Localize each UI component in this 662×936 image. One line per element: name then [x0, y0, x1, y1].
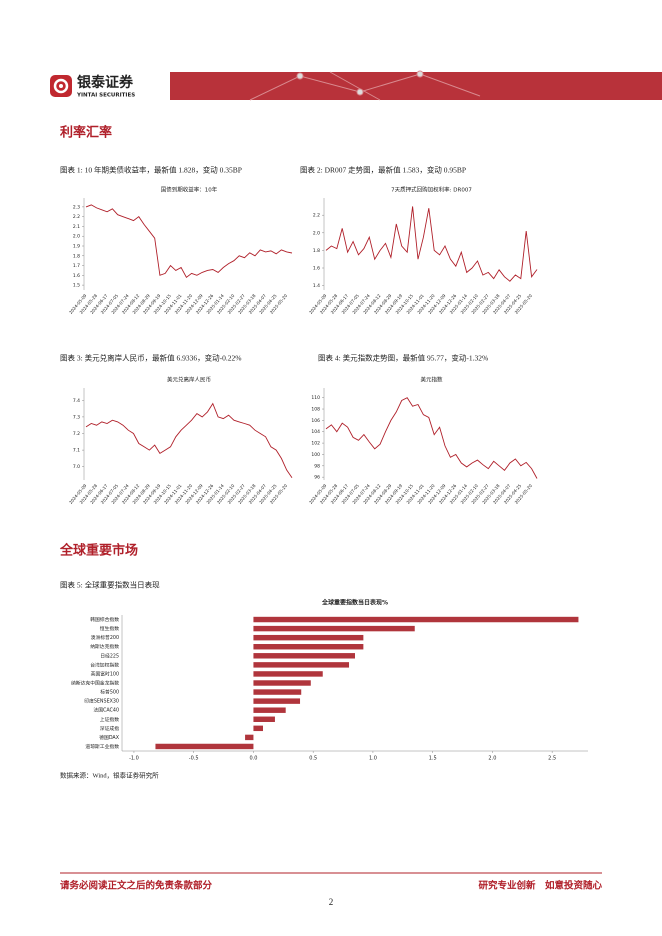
section-title: 利率汇率: [60, 125, 112, 141]
y-tick-label: 7.3: [73, 414, 80, 420]
y-tick-label: 98: [314, 463, 320, 469]
caption: 图表 5: 全球重要指数当日表现: [60, 580, 160, 590]
x-tick-label: -0.5: [189, 756, 199, 762]
y-tick-label: 2.0: [73, 234, 80, 240]
y-tick-label: 100: [311, 452, 320, 458]
y-tick-label: 2.2: [313, 213, 320, 219]
y-tick-label: 106: [311, 418, 320, 424]
banner-pattern: [249, 70, 481, 101]
caption: 图表 2: DR007 走势图，最新值 1.583，变动 0.95BP: [300, 165, 466, 175]
chart-title: 国债到期收益率：10年: [161, 186, 218, 194]
y-tick-label: 7.1: [73, 448, 80, 454]
x-tick-label: 1.5: [429, 756, 437, 762]
category-label: 印度SENSEX30: [84, 698, 119, 705]
category-label: 深证成指: [100, 725, 119, 732]
y-tick-label: 108: [311, 407, 320, 413]
logo-subtext: YINTAI SECURITIES: [76, 93, 135, 99]
x-tick-label: 0.0: [249, 756, 257, 762]
y-tick-label: 2.0: [313, 230, 320, 236]
line-series: [85, 204, 293, 278]
y-tick-label: 1.9: [73, 244, 80, 250]
category-label: 道琼斯工业指数: [85, 743, 119, 750]
y-tick-label: 2.1: [73, 224, 80, 230]
y-tick-label: 1.5: [73, 283, 80, 289]
chart-title: 美元兑离岸人民币: [167, 376, 212, 384]
caption: 图表 4: 美元指数走势图，最新值 95.77，变动-1.32%: [318, 353, 488, 363]
x-tick-label: 0.5: [309, 756, 317, 762]
bar: [253, 634, 364, 641]
chart-title: 全球重要指数当日表现%: [321, 599, 388, 607]
y-tick-label: 102: [311, 441, 320, 447]
caption: 图表 1: 10 年期美债收益率，最新值 1.828，变动 0.35BP: [60, 165, 242, 175]
category-label: 法国CAC40: [93, 707, 119, 714]
y-tick-label: 1.4: [313, 283, 320, 289]
y-tick-label: 7.4: [73, 398, 80, 404]
caption: 图表 3: 美元兑离岸人民币，最新值 6.9336，变动-0.22%: [60, 353, 241, 363]
category-label: 澳洲标普200: [91, 634, 119, 641]
category-label: 英国富时100: [91, 670, 119, 677]
category-label: 韩国综合指数: [90, 616, 119, 623]
category-label: 纳斯达克指数: [90, 643, 119, 650]
y-tick-label: 96: [314, 475, 320, 481]
bar: [253, 653, 355, 659]
y-tick-label: 1.7: [73, 263, 80, 269]
bar: [253, 625, 415, 632]
bar: [253, 662, 350, 668]
y-tick-label: 104: [311, 429, 320, 435]
y-tick-label: 1.6: [73, 273, 80, 279]
chart-title: 美元指数: [420, 376, 443, 384]
x-tick-label: -1.0: [129, 756, 139, 762]
logo-text: 银泰证券: [77, 74, 134, 91]
bar: [253, 671, 323, 677]
line-series: [325, 206, 538, 282]
x-tick-label: 1.0: [369, 756, 377, 762]
y-tick-label: 110: [311, 395, 320, 401]
bar: [253, 616, 579, 623]
y-tick-label: 1.6: [313, 266, 320, 272]
category-label: 标普500: [100, 689, 119, 696]
category-label: 德国DAX: [99, 734, 119, 741]
line-series: [85, 402, 293, 478]
y-tick-label: 1.8: [73, 253, 80, 259]
header-banner: [170, 72, 662, 100]
x-tick-label: 2.0: [488, 756, 496, 762]
bar: [253, 716, 275, 722]
page-number: 2: [329, 897, 334, 907]
bar: [155, 743, 254, 750]
bar: [253, 698, 301, 704]
category-label: 恒生指数: [100, 625, 119, 632]
footer-left: 请务必阅读正文之后的免责条款部分: [60, 880, 213, 892]
section-title: 全球重要市场: [59, 543, 138, 559]
category-label: 上证指数: [100, 716, 119, 723]
bar: [253, 689, 302, 695]
footer-right: 研究专业创新 如意投资随心: [478, 880, 602, 892]
bar: [253, 644, 364, 650]
bar: [245, 734, 254, 741]
chart-title: 7天质押式回购加权利率: DR007: [391, 186, 472, 194]
logo-icon: [50, 75, 72, 97]
source-note: 数据来源：Wind，银泰证券研究所: [60, 770, 159, 779]
y-tick-label: 7.0: [73, 464, 80, 470]
bar: [253, 680, 311, 686]
y-tick-label: 2.2: [73, 214, 80, 220]
category-label: 纳斯达克中国金龙指数: [71, 680, 119, 687]
category-label: 日经225: [100, 652, 119, 659]
y-tick-label: 2.3: [73, 204, 80, 210]
y-tick-label: 1.8: [313, 248, 320, 254]
bar: [253, 707, 286, 713]
y-tick-label: 7.2: [73, 431, 80, 437]
category-label: 台湾加权指数: [90, 661, 119, 668]
x-tick-label: 2.5: [548, 756, 556, 762]
line-series: [325, 397, 538, 479]
bar: [253, 725, 263, 732]
